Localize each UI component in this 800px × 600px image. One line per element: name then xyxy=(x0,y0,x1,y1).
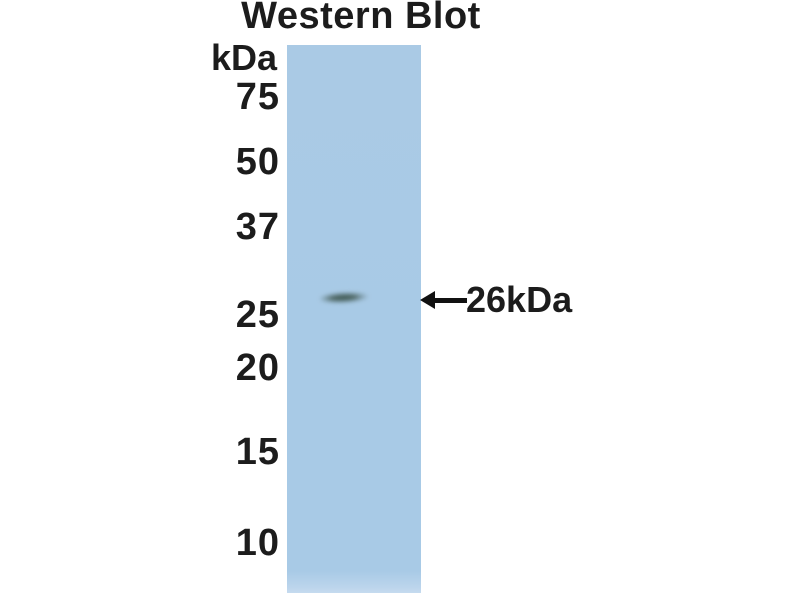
arrow-head xyxy=(420,291,435,309)
band-annotation: 26kDa xyxy=(420,282,572,318)
marker-label-50: 50 xyxy=(235,141,280,183)
marker-label-10: 10 xyxy=(235,522,280,564)
arrow-shaft xyxy=(434,297,467,303)
arrow-left-icon xyxy=(420,291,467,309)
unit-label: kDa xyxy=(210,37,277,78)
marker-label-15: 15 xyxy=(235,431,280,473)
gel-lane xyxy=(287,45,421,593)
marker-label-75: 75 xyxy=(235,76,280,118)
protein-band xyxy=(319,290,373,305)
marker-label-20: 20 xyxy=(235,347,280,389)
marker-label-37: 37 xyxy=(235,206,280,248)
band-annotation-label: 26kDa xyxy=(466,279,573,320)
marker-label-25: 25 xyxy=(235,294,280,336)
figure-title: Western Blot xyxy=(241,0,481,37)
